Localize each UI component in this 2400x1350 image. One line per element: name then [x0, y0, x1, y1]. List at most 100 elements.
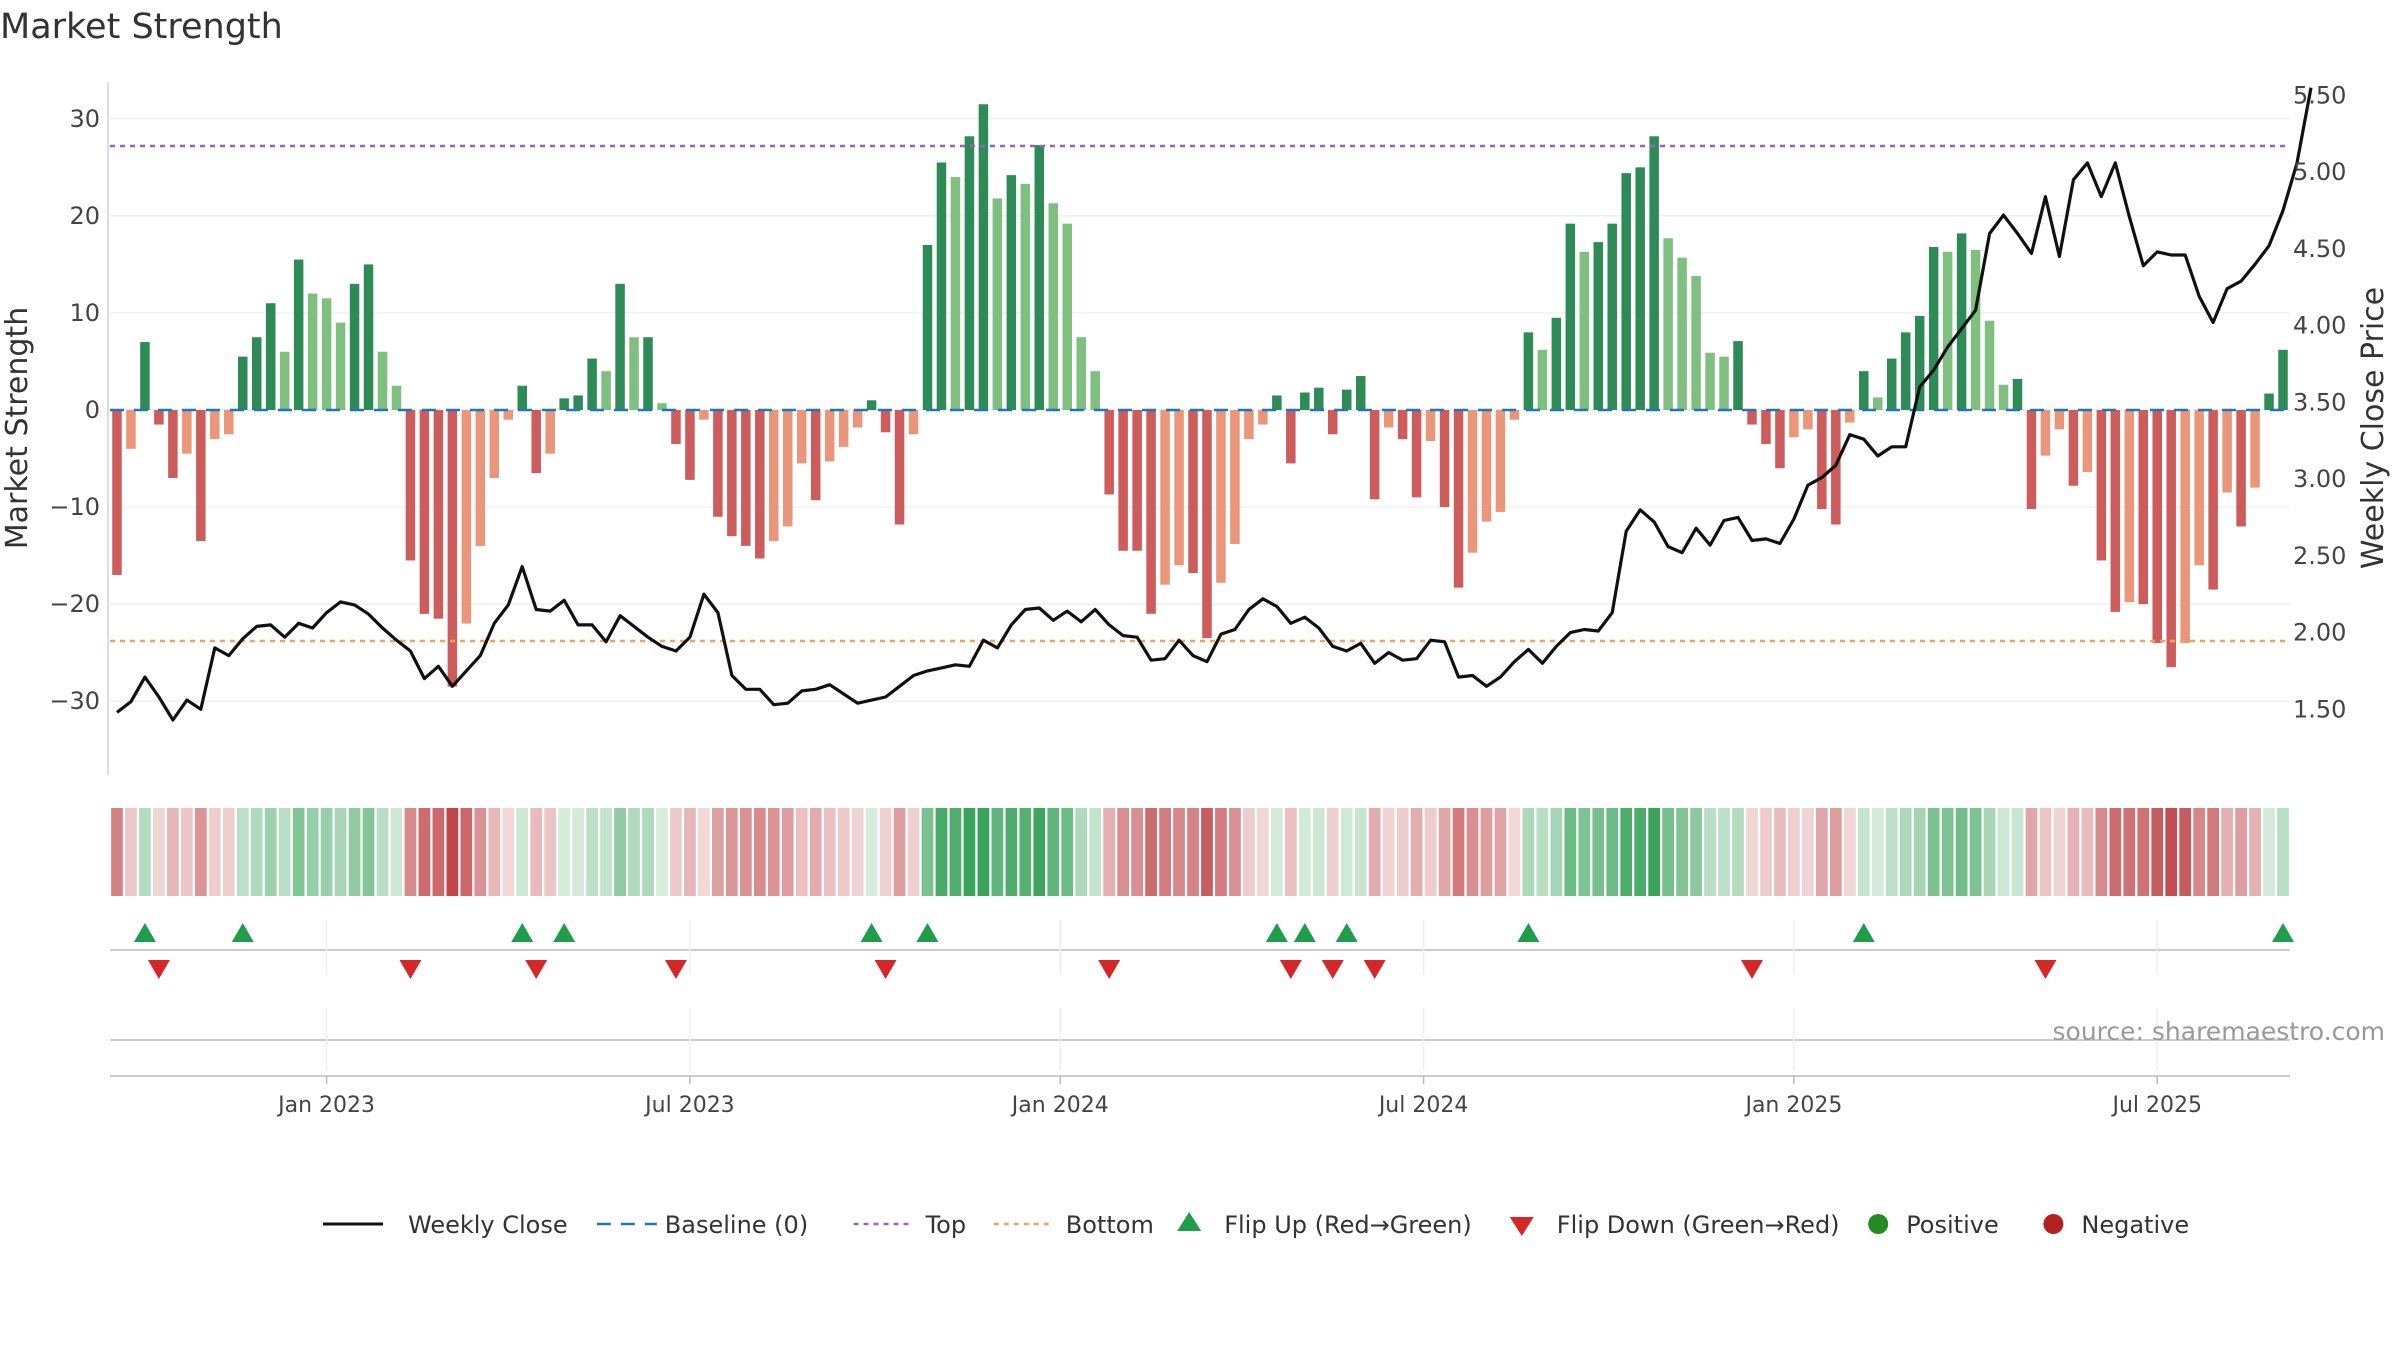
strength-cell: [1326, 808, 1339, 896]
right-tick-label: 5.00: [2293, 158, 2346, 186]
strength-cell: [949, 808, 962, 896]
strength-cell: [865, 808, 878, 896]
right-tick-label: 4.50: [2293, 235, 2346, 263]
strength-bar: [1649, 136, 1659, 410]
strength-bar: [1132, 410, 1142, 551]
strength-bar: [433, 410, 444, 619]
strength-cell: [1019, 808, 1032, 896]
strength-bar: [1230, 410, 1240, 544]
strength-cell: [1969, 808, 1982, 896]
strength-bar: [126, 410, 136, 449]
strength-bar: [1565, 223, 1576, 410]
legend-item-top: Top: [853, 1211, 966, 1239]
strength-cell: [502, 808, 515, 896]
strength-bar: [699, 410, 709, 420]
strength-bar: [1733, 341, 1743, 410]
strength-cell: [236, 808, 249, 896]
strength-bar: [265, 303, 276, 410]
strength-cell: [1564, 808, 1577, 896]
strength-cell: [1201, 808, 1213, 896]
strength-bar: [447, 410, 458, 687]
strength-cell: [544, 808, 557, 896]
strength-bar: [461, 410, 472, 624]
flip-down-marker: [874, 960, 897, 979]
legend-swatch: [1177, 1212, 1202, 1231]
strength-bar: [1956, 233, 1967, 410]
strength-bar: [1397, 410, 1408, 440]
strength-bar: [1118, 410, 1128, 551]
strength-bar: [377, 351, 388, 410]
legend-item-negative: Negative: [2043, 1211, 2189, 1239]
strength-cell: [460, 808, 473, 896]
strength-bar: [1481, 410, 1492, 522]
strength-cell: [278, 808, 291, 896]
strength-bar: [2026, 410, 2037, 509]
strength-bar: [2236, 410, 2246, 527]
flip-up-marker: [231, 923, 254, 942]
strength-bar: [517, 385, 527, 410]
legend-item-positive: Positive: [1868, 1211, 1999, 1239]
strength-bar: [978, 104, 989, 410]
strength-bar: [964, 136, 975, 410]
strength-cell: [2137, 808, 2150, 896]
strength-bar: [112, 410, 122, 575]
strength-bar: [2096, 410, 2107, 561]
strength-cell: [725, 808, 738, 896]
strength-bar: [1439, 410, 1450, 508]
strength-cell: [1913, 808, 1926, 896]
flip-down-marker: [2034, 960, 2057, 979]
source-label: source: sharemaestro.com: [2053, 1017, 2386, 1046]
strength-cell: [795, 808, 808, 896]
strength-bar: [1048, 203, 1059, 410]
flip-down-marker: [1279, 960, 1302, 979]
strength-bar: [629, 337, 639, 410]
strength-cell: [167, 808, 179, 896]
strength-cell: [348, 808, 361, 896]
strength-bar: [2278, 349, 2288, 410]
strength-cell: [446, 808, 459, 896]
legend: Weekly Close Baseline (0) Top Bottom Flip Up…: [323, 1211, 2189, 1239]
strength-cell: [1899, 808, 1912, 896]
strength-cell: [1452, 808, 1465, 896]
strength-bar: [2152, 410, 2162, 643]
strength-cell: [418, 808, 431, 896]
strength-cell: [656, 808, 668, 896]
strength-bar: [1579, 251, 1590, 410]
strength-bar: [1146, 410, 1156, 614]
strength-bar: [1607, 223, 1617, 410]
strength-cell: [2277, 808, 2289, 896]
strength-cell: [1788, 808, 1800, 896]
strength-cell: [404, 808, 417, 896]
strength-cell: [376, 808, 389, 896]
strength-bar: [1467, 410, 1478, 553]
strength-cell: [781, 808, 794, 896]
strength-cell: [1885, 808, 1898, 896]
strength-bar: [2194, 410, 2204, 566]
strength-cell: [1704, 808, 1716, 896]
strength-cell: [1368, 808, 1381, 896]
strength-cell: [1396, 808, 1409, 896]
strength-cell: [1871, 808, 1884, 896]
flip-up-marker: [2272, 923, 2295, 942]
strength-bar: [1845, 410, 1855, 423]
strength-bar: [321, 298, 332, 410]
strength-bar: [922, 245, 933, 410]
strength-bar: [741, 410, 751, 546]
strength-cell: [180, 808, 193, 896]
strength-bar: [1188, 410, 1198, 574]
strength-bar: [475, 410, 486, 546]
strength-cell: [194, 808, 207, 896]
strength-bar: [391, 385, 402, 410]
strength-bar: [545, 410, 555, 454]
strength-bar: [1593, 242, 1604, 410]
strength-bar: [154, 410, 164, 425]
strength-cell: [1927, 808, 1940, 896]
strength-cell: [2179, 808, 2192, 896]
strength-cell: [1075, 808, 1088, 896]
strength-bar: [1202, 410, 1212, 639]
strength-cell: [2207, 808, 2220, 896]
strength-cell: [1550, 808, 1563, 896]
strength-cell: [1620, 808, 1633, 896]
strength-cell: [488, 808, 501, 896]
left-tick-label: 30: [69, 105, 100, 133]
